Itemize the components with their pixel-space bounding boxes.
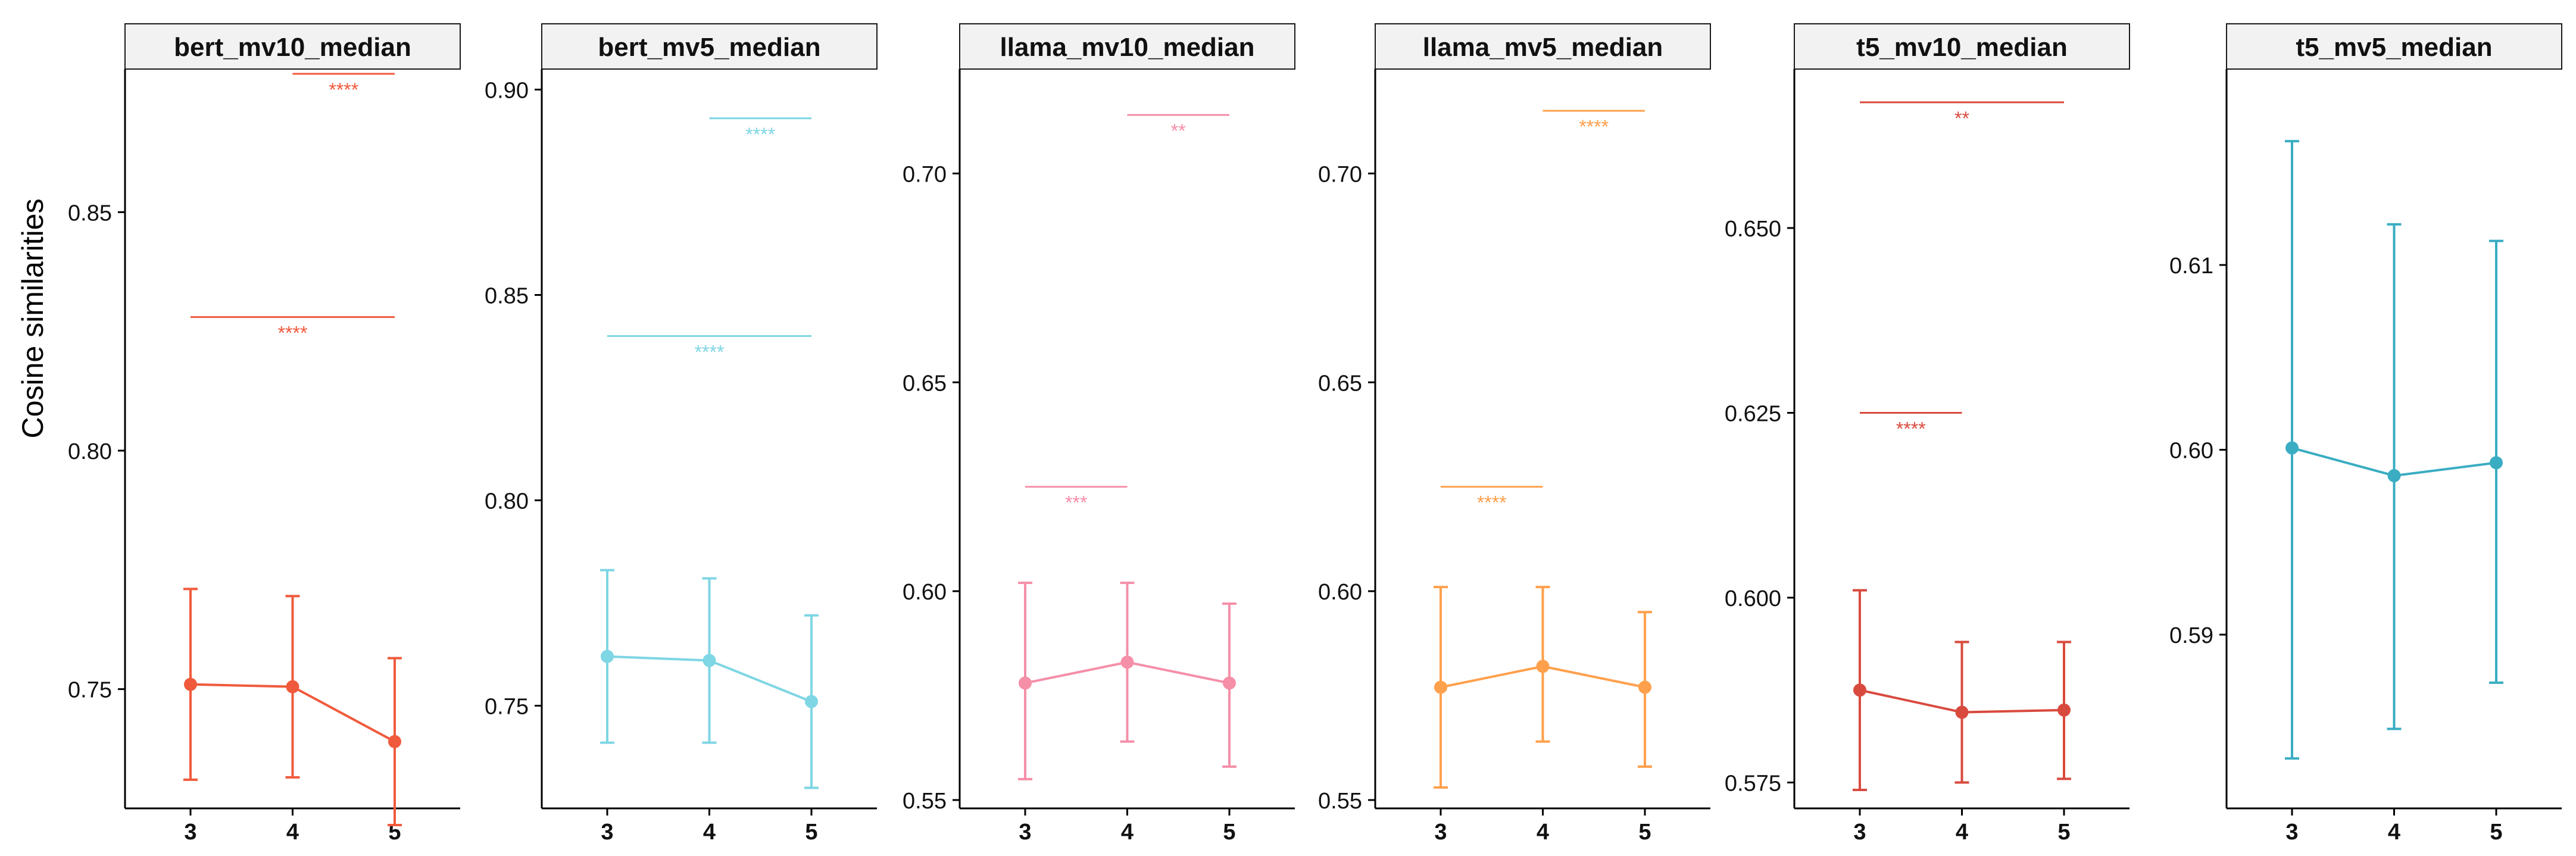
y-tick-label: 0.60 — [2169, 439, 2213, 464]
x-tick-label: 3 — [2285, 820, 2298, 845]
facet-strip — [1794, 23, 2130, 70]
x-tick-label: 3 — [1853, 820, 1866, 845]
facet-strip — [1375, 23, 1711, 70]
data-point — [1536, 660, 1550, 673]
y-tick-label: 0.80 — [485, 489, 529, 514]
facet-strip — [959, 23, 1295, 70]
y-tick-label: 0.59 — [2169, 623, 2213, 648]
data-point — [1955, 705, 1969, 719]
data-point — [2387, 469, 2401, 483]
data-point — [2490, 456, 2503, 470]
y-tick-label: 0.625 — [1725, 402, 1781, 427]
y-tick-label: 0.650 — [1725, 217, 1781, 242]
facet-strip — [2226, 23, 2562, 70]
y-tick-label: 0.60 — [903, 580, 947, 605]
significance-label: ** — [1954, 108, 1969, 129]
facet-strip — [124, 23, 461, 70]
data-point — [184, 677, 197, 691]
y-tick-label: 0.75 — [485, 695, 529, 720]
data-point — [1434, 680, 1447, 694]
significance-label: **** — [278, 323, 308, 344]
y-tick-label: 0.85 — [485, 284, 529, 309]
data-point — [388, 735, 401, 748]
x-tick-label: 3 — [1019, 820, 1031, 845]
significance-label: **** — [1579, 116, 1609, 138]
facet-title: t5_mv10_median — [1856, 33, 2068, 62]
y-tick-label: 0.60 — [1318, 580, 1362, 605]
y-tick-label: 0.575 — [1725, 771, 1781, 796]
facet-strip — [541, 23, 878, 70]
y-tick-label: 0.65 — [1318, 371, 1362, 396]
y-tick-label: 0.55 — [903, 789, 947, 814]
y-tick-label: 0.80 — [68, 439, 112, 464]
facet-title: llama_mv10_median — [1000, 33, 1254, 62]
facet-title: bert_mv10_median — [174, 33, 411, 62]
x-tick-label: 4 — [2388, 820, 2400, 845]
y-tick-label: 0.55 — [1318, 789, 1362, 814]
y-tick-label: 0.70 — [903, 162, 947, 187]
y-tick-label: 0.75 — [68, 678, 112, 703]
data-point — [1638, 680, 1651, 694]
x-tick-label: 5 — [1223, 820, 1235, 845]
data-point — [286, 680, 299, 693]
facet-title: llama_mv5_median — [1423, 33, 1663, 62]
x-tick-label: 4 — [1537, 820, 1549, 845]
data-point — [702, 654, 716, 667]
x-tick-label: 4 — [1956, 820, 1968, 845]
x-tick-label: 3 — [601, 820, 613, 845]
x-tick-label: 4 — [1121, 820, 1134, 845]
significance-label: **** — [1896, 418, 1926, 440]
x-tick-label: 5 — [2057, 820, 2070, 845]
y-axis-title: Cosine similarities — [16, 199, 49, 439]
x-tick-label: 4 — [286, 820, 299, 845]
x-tick-label: 5 — [805, 820, 817, 845]
y-tick-label: 0.65 — [903, 371, 947, 396]
facet-title: t5_mv5_median — [2296, 33, 2492, 62]
significance-label: *** — [1065, 492, 1087, 514]
significance-label: **** — [1477, 492, 1507, 514]
data-point — [1120, 655, 1134, 669]
facet-title: bert_mv5_median — [598, 33, 820, 62]
data-point — [1019, 676, 1032, 690]
data-point — [805, 695, 818, 708]
x-tick-label: 3 — [184, 820, 196, 845]
data-point — [1223, 676, 1236, 690]
data-point — [601, 649, 614, 663]
y-tick-label: 0.70 — [1318, 162, 1362, 187]
data-point — [2285, 441, 2299, 455]
y-tick-label: 0.61 — [2169, 254, 2213, 279]
data-point — [1853, 683, 1866, 697]
data-point — [2057, 703, 2071, 717]
y-tick-label: 0.90 — [485, 79, 529, 104]
x-tick-label: 3 — [1434, 820, 1447, 845]
x-tick-label: 5 — [2490, 820, 2502, 845]
x-tick-label: 5 — [1638, 820, 1651, 845]
significance-label: **** — [745, 124, 775, 145]
y-tick-label: 0.85 — [68, 201, 112, 226]
x-tick-label: 4 — [703, 820, 716, 845]
y-tick-label: 0.600 — [1725, 586, 1781, 611]
significance-label: **** — [695, 342, 725, 363]
significance-label: **** — [329, 79, 358, 101]
significance-label: ** — [1171, 120, 1186, 142]
